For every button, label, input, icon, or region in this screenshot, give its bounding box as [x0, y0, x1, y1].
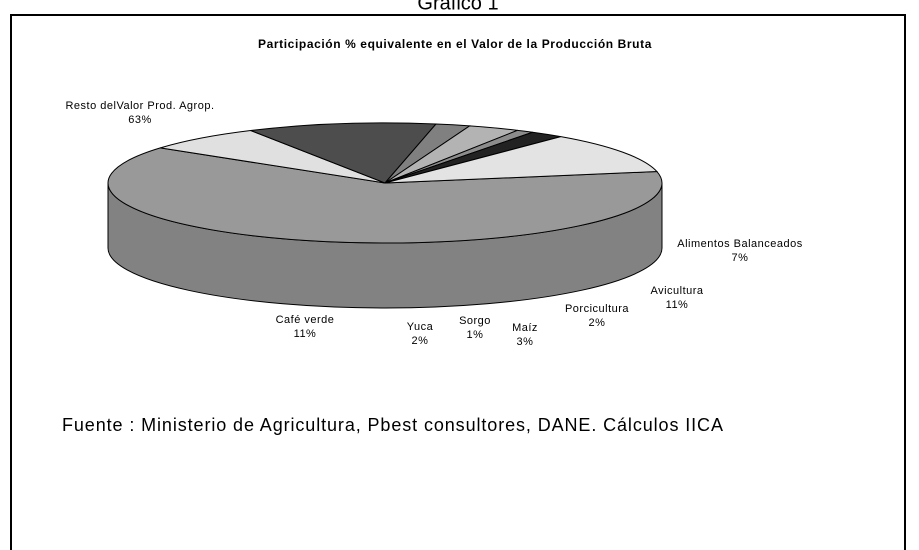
slice-label: Alimentos Balanceados: [677, 238, 802, 250]
slice-label: Porcicultura: [565, 303, 629, 315]
slice-label: Resto delValor Prod. Agrop.: [65, 100, 214, 112]
slice: [384, 136, 658, 184]
slice: [107, 147, 663, 244]
slice-side-shade: [108, 183, 662, 308]
slice-label: Yuca: [407, 321, 434, 333]
slice-value-label: 7%: [732, 252, 749, 264]
slice-value-label: 11%: [294, 328, 317, 340]
slice-value-label: 2%: [412, 335, 429, 347]
chart-title: Participación % equivalente en el Valor …: [258, 37, 652, 51]
slice-label: Café verde: [276, 314, 335, 326]
frame: [10, 14, 906, 550]
slice-label: Avicultura: [650, 285, 703, 297]
slice-value-label: 2%: [589, 317, 606, 329]
source-note: Fuente : Ministerio de Agricultura, Pbes…: [62, 415, 724, 435]
slice-label: Sorgo: [459, 315, 491, 327]
slice-value-label: 3%: [517, 336, 534, 348]
slice: [250, 122, 438, 184]
slice-value-label: 1%: [467, 329, 484, 341]
slice-label: Maíz: [512, 322, 538, 334]
slice-value-label: 11%: [666, 299, 689, 311]
slice-value-label: 63%: [128, 114, 152, 126]
slice: [160, 130, 386, 184]
page-title: Gráfico 1: [417, 0, 498, 14]
